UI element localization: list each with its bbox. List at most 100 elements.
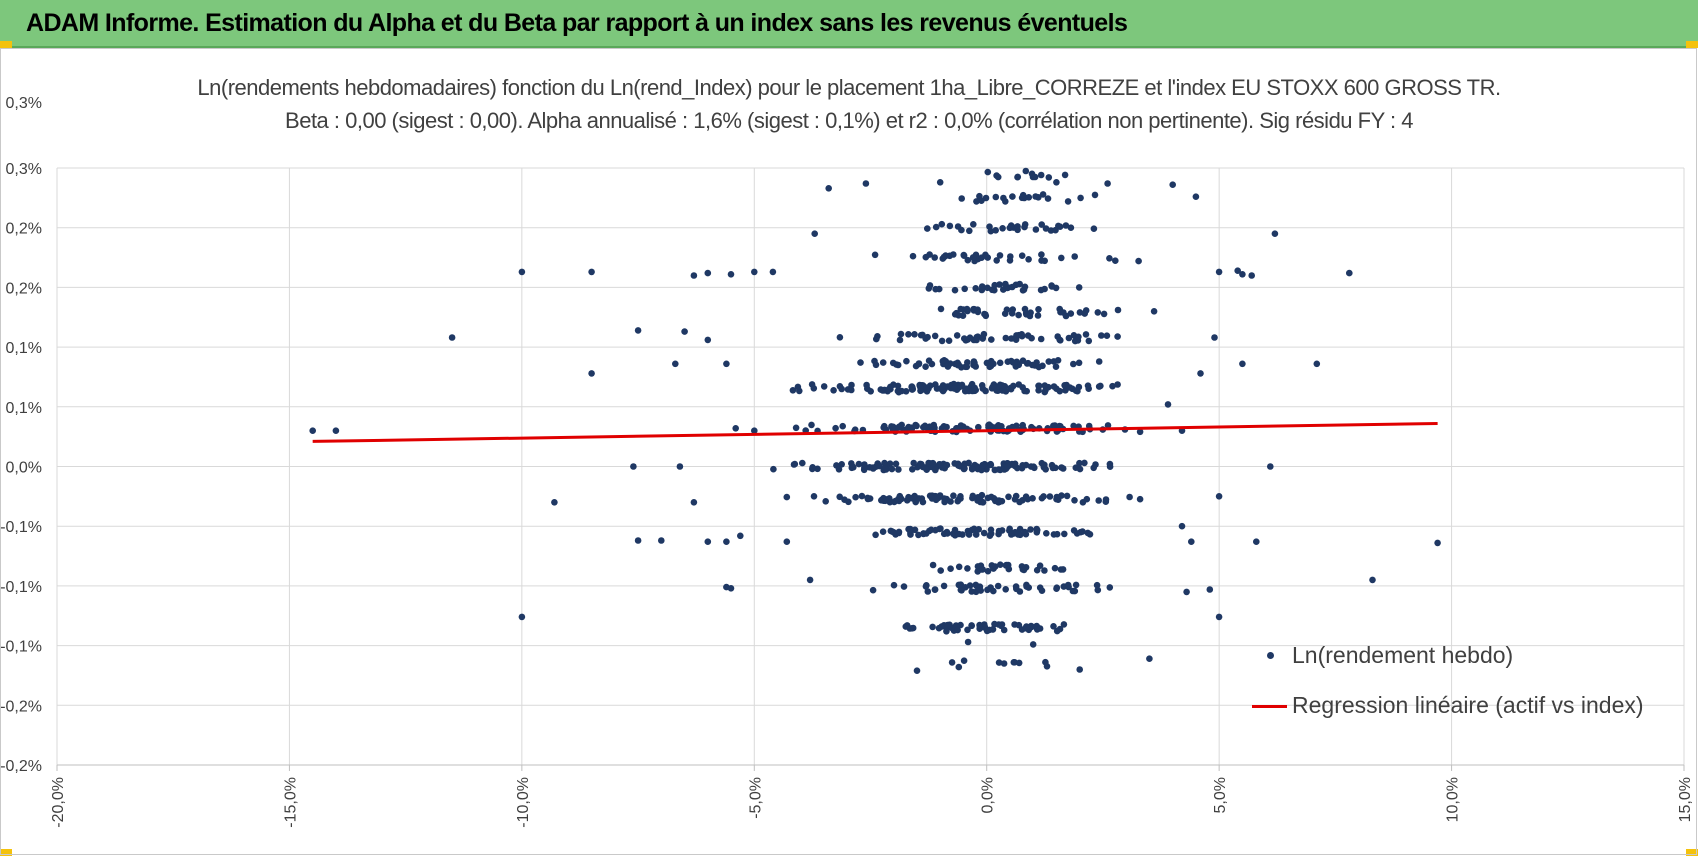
data-point (836, 383, 844, 390)
x-tick-label: -15,0% (282, 777, 299, 828)
data-point (1032, 193, 1039, 200)
data-point (896, 336, 904, 344)
data-point (961, 285, 968, 293)
data-point (973, 336, 980, 344)
data-point (977, 587, 984, 594)
data-point (950, 251, 957, 258)
data-point (869, 464, 877, 472)
data-point (1211, 334, 1218, 341)
data-point (975, 423, 982, 431)
data-point (971, 384, 978, 392)
data-point (1011, 360, 1018, 367)
data-point (985, 422, 993, 430)
data-point (936, 461, 944, 468)
data-point (1106, 584, 1114, 591)
data-point (947, 565, 954, 572)
data-point (929, 561, 937, 569)
data-point (890, 529, 897, 536)
data-point (997, 561, 1004, 568)
data-point (926, 282, 934, 289)
data-point (1040, 493, 1047, 500)
y-tick-label: -0,2% (0, 758, 42, 775)
data-point (1095, 358, 1103, 365)
data-point (789, 387, 797, 394)
data-point (1015, 311, 1022, 319)
data-point (704, 336, 712, 344)
data-point (954, 626, 961, 634)
data-point (1248, 272, 1255, 279)
data-point (634, 327, 642, 334)
data-point (869, 586, 877, 594)
data-point (830, 387, 837, 394)
data-point (964, 638, 972, 646)
data-point (1011, 659, 1018, 666)
data-point (1094, 309, 1102, 316)
data-point (852, 493, 859, 501)
data-point (990, 587, 997, 595)
data-point (1031, 464, 1038, 472)
data-point (936, 492, 944, 499)
data-point (1164, 401, 1172, 408)
data-point (792, 424, 800, 432)
data-point (1003, 306, 1011, 314)
data-point (588, 268, 595, 276)
data-point (1041, 567, 1048, 574)
data-point (1016, 280, 1023, 288)
data-point (961, 335, 968, 342)
data-point (1081, 459, 1088, 467)
data-point (1065, 334, 1073, 342)
data-point (1090, 225, 1098, 232)
data-point (922, 363, 929, 371)
data-point (992, 193, 1000, 201)
data-point (924, 225, 931, 232)
data-point (928, 360, 936, 368)
data-point (962, 363, 969, 371)
data-point (1050, 383, 1058, 390)
data-point (1095, 383, 1103, 390)
data-point (972, 285, 979, 292)
data-point (704, 269, 712, 277)
data-point (783, 493, 791, 501)
data-point (976, 625, 983, 632)
data-point (1037, 171, 1045, 179)
data-point (982, 251, 989, 259)
legend-line-icon (1252, 705, 1287, 708)
data-point (948, 659, 956, 666)
data-point (983, 627, 991, 635)
data-point (946, 222, 954, 230)
y-tick-label: -0,1% (0, 579, 42, 596)
data-point (1019, 384, 1026, 391)
data-point (588, 370, 595, 377)
data-point (751, 427, 758, 435)
data-point (996, 252, 1004, 259)
data-point (978, 466, 985, 474)
data-point (630, 463, 637, 470)
data-point (1215, 613, 1223, 621)
data-point (1018, 252, 1026, 259)
data-point (991, 563, 999, 570)
data-point (879, 359, 887, 366)
data-point (1215, 493, 1223, 500)
data-point (1053, 530, 1061, 538)
data-point (448, 334, 456, 341)
data-point (1434, 539, 1441, 547)
data-point (972, 531, 980, 538)
data-point (944, 621, 951, 629)
data-point (1061, 171, 1069, 179)
data-point (950, 492, 957, 500)
data-point (988, 336, 995, 343)
data-point (791, 460, 799, 468)
data-point (1013, 332, 1020, 339)
data-point (993, 257, 1000, 264)
data-point (1093, 581, 1101, 589)
data-point (1022, 167, 1030, 175)
data-point (1056, 422, 1063, 430)
data-point (955, 530, 963, 538)
data-point (943, 423, 950, 431)
data-point (979, 461, 987, 469)
data-point (947, 498, 954, 505)
data-point (770, 465, 777, 473)
data-point (960, 657, 968, 664)
data-point (1035, 363, 1043, 371)
data-point (1009, 193, 1016, 200)
